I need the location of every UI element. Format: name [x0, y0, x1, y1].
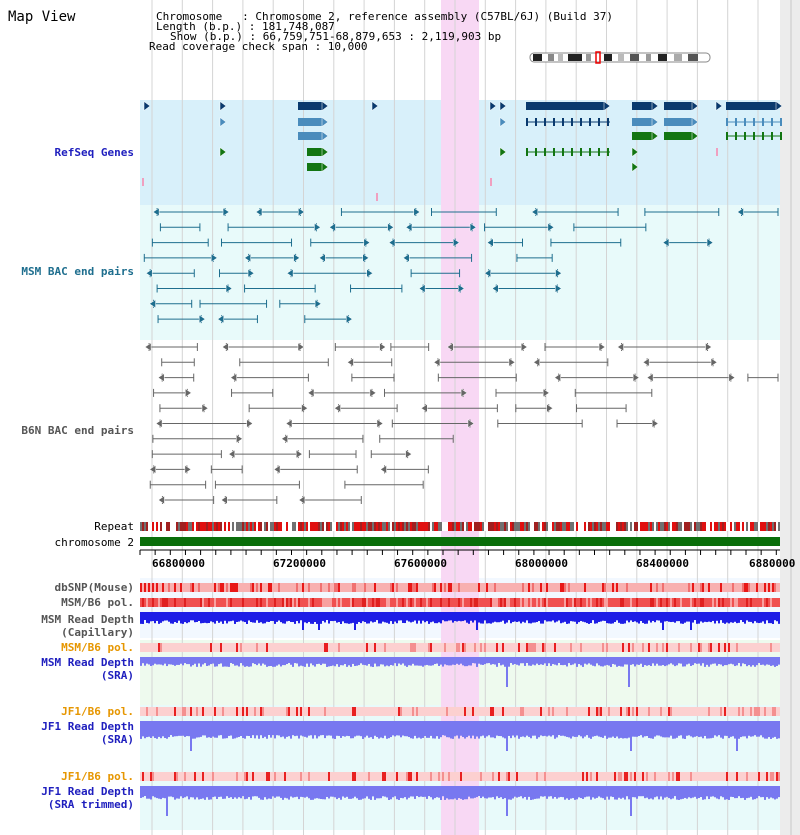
axis-tick-label: 67200000: [273, 557, 326, 570]
right-scroll-area: [780, 0, 800, 835]
jf1-depth-trim: [140, 786, 780, 816]
msm-depth-sra: [140, 657, 780, 687]
axis-tick-label: 68400000: [636, 557, 689, 570]
msm-bac-end-pairs: [143, 207, 779, 324]
page-title: Map View: [8, 9, 76, 25]
chromosome-info: Chromosome : Chromosome 2, reference ass…: [156, 10, 613, 23]
track-label-msm-bac[interactable]: MSM BAC end pairs: [21, 265, 134, 278]
track-label-msm-depth-capillary-sub: (Capillary): [61, 626, 134, 639]
repeat-track: [140, 522, 780, 531]
coordinate-axis: [139, 549, 780, 555]
track-label-jf1-b6-pol-trimmed[interactable]: JF1/B6 pol.: [61, 770, 134, 783]
track-label-jf1-b6-pol[interactable]: JF1/B6 pol.: [61, 705, 134, 718]
axis-tick-label: 6880000: [749, 557, 796, 570]
refseq-genes: [142, 101, 783, 201]
track-label-chromosome: chromosome 2: [54, 536, 134, 549]
axis-tick-label: 67600000: [394, 557, 447, 570]
b6n-bac-end-pairs: [144, 342, 779, 505]
track-label-jf1-depth-sub: (SRA): [100, 733, 134, 746]
track-label-jf1-depth-trimmed[interactable]: JF1 Read Depth: [41, 785, 134, 798]
track-label-repeat[interactable]: Repeat: [94, 520, 134, 533]
track-label-b6n-bac[interactable]: B6N BAC end pairs: [21, 424, 134, 437]
jf1-b6-pol-heat: [140, 707, 780, 716]
msm-b6-pol-sra-heat: [140, 643, 780, 652]
track-label-refseq[interactable]: RefSeq Genes: [54, 146, 134, 159]
length-info: Length (b.p.) : 181,748,087: [156, 20, 335, 33]
highlight-region: [441, 0, 479, 835]
track-label-msm-depth-capillary[interactable]: MSM Read Depth: [41, 613, 134, 626]
axis-tick-label: 68000000: [515, 557, 568, 570]
chromosome-ideogram: [529, 51, 711, 64]
track-label-jf1-depth-trimmed-sub: (SRA trimmed): [47, 798, 134, 811]
track-label-msm-depth-sra-sub: (SRA): [100, 669, 134, 682]
jf1-depth-sra: [140, 721, 780, 751]
track-label-dbsnp[interactable]: dbSNP(Mouse): [54, 581, 134, 594]
dbsnp-heat: [140, 583, 780, 592]
track-label-msm-b6-pol-sra[interactable]: MSM/B6 pol.: [61, 641, 134, 654]
track-label-msm-b6-pol[interactable]: MSM/B6 pol.: [61, 596, 134, 609]
track-label-msm-depth-sra[interactable]: MSM Read Depth: [41, 656, 134, 669]
jf1-b6-pol-trim-heat: [140, 772, 780, 781]
track-label-jf1-depth[interactable]: JF1 Read Depth: [41, 720, 134, 733]
coverage-span-info: Read coverage check span : 10,000: [149, 40, 368, 53]
show-range-info: Show (b.p.) : 66,759,751-68,879,653 : 2,…: [170, 30, 502, 43]
msm-b6-pol-heat: [140, 598, 780, 607]
axis-tick-label: 66800000: [152, 557, 205, 570]
msm-depth-capillary: [140, 612, 780, 630]
chromosome-bar: [140, 537, 780, 546]
